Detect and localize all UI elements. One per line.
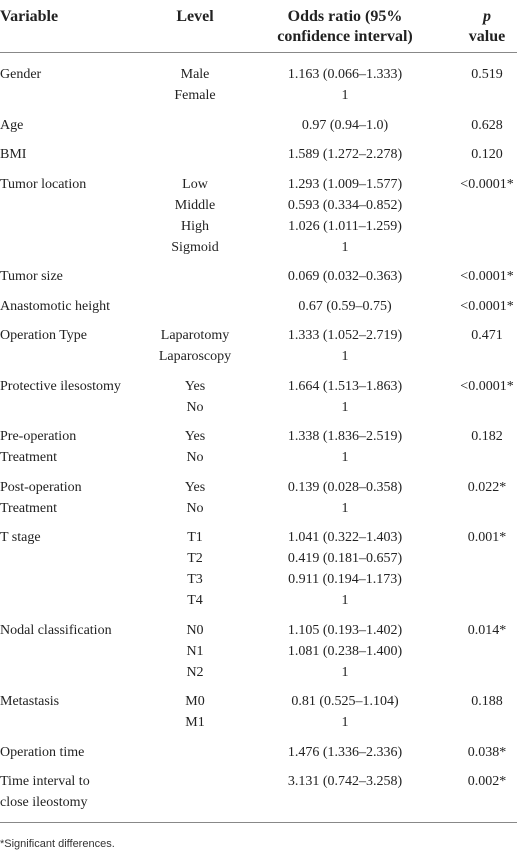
variable: Nodal classification <box>0 622 112 638</box>
p-value: 0.002* <box>467 774 507 789</box>
level: M0 <box>185 694 205 709</box>
p-value: <0.0001* <box>460 378 514 394</box>
variable: Post-operation <box>0 479 82 495</box>
level: High <box>181 218 209 234</box>
variable: Tumor size <box>0 269 63 284</box>
level: Female <box>174 88 216 103</box>
level: N2 <box>186 664 204 680</box>
p-value: 0.022* <box>467 479 507 495</box>
footnote: *Significant differences. <box>0 838 115 850</box>
p-value: 0.038* <box>467 744 507 760</box>
header-cell: value <box>468 28 506 45</box>
header-rule <box>0 52 517 53</box>
variable: Metastasis <box>0 694 60 709</box>
odds-ratio: 1 <box>341 664 349 680</box>
odds-ratio: 0.593 (0.334–0.852) <box>287 197 403 213</box>
variable: Tumor location <box>0 176 87 192</box>
odds-ratio: 1.026 (1.011–1.259) <box>288 218 402 234</box>
p-value: <0.0001* <box>460 269 514 284</box>
level: Middle <box>174 197 216 213</box>
variable: Gender <box>0 67 42 82</box>
odds-ratio: 1.041 (0.322–1.403) <box>287 530 403 545</box>
odds-ratio: 1 <box>341 239 349 255</box>
odds-ratio: 1 <box>341 88 349 103</box>
level: M1 <box>185 715 205 730</box>
level: T2 <box>187 551 203 566</box>
header-cell: Variable <box>0 8 59 25</box>
variable: Pre-operation <box>0 429 77 444</box>
level: Laparoscopy <box>158 349 232 364</box>
odds-ratio: 1.333 (1.052–2.719) <box>287 328 403 343</box>
level: Low <box>182 176 208 192</box>
odds-ratio: 0.139 (0.028–0.358) <box>287 479 403 495</box>
odds-ratio: 0.069 (0.032–0.363) <box>287 269 403 284</box>
odds-ratio: 1.589 (1.272–2.278) <box>287 147 403 162</box>
p-value: 0.628 <box>471 117 503 133</box>
level: T4 <box>187 593 203 608</box>
level: Yes <box>184 479 206 495</box>
level: Sigmoid <box>171 239 219 255</box>
level: N1 <box>186 643 204 659</box>
odds-ratio: 1.664 (1.513–1.863) <box>287 378 403 394</box>
level: No <box>186 450 204 465</box>
variable: Anastomotic height <box>0 298 111 314</box>
level: Yes <box>184 378 206 394</box>
odds-ratio: 1 <box>341 349 349 364</box>
odds-ratio: 1 <box>341 500 349 516</box>
variable: Protective ilesostomy <box>0 378 121 394</box>
odds-ratio: 0.81 (0.525–1.104) <box>291 694 399 709</box>
level: Male <box>180 67 210 82</box>
odds-ratio: 1.105 (0.193–1.402) <box>287 622 403 638</box>
odds-ratio: 1.163 (0.066–1.333) <box>287 67 403 82</box>
variable: Age <box>0 117 24 133</box>
variable: Operation time <box>0 744 85 760</box>
odds-ratio: 1.293 (1.009–1.577) <box>287 176 403 192</box>
variable: close ileostomy <box>0 795 88 810</box>
odds-ratio: 0.911 (0.194–1.173) <box>288 572 402 587</box>
odds-ratio: 1 <box>341 715 349 730</box>
header-cell: p <box>483 8 491 25</box>
p-value: 0.519 <box>471 67 503 82</box>
level: T1 <box>187 530 203 545</box>
odds-ratio: 1 <box>341 593 349 608</box>
variable: Treatment <box>0 500 58 516</box>
header-cell: Odds ratio (95% <box>287 8 403 25</box>
p-value: 0.001* <box>467 530 507 545</box>
odds-ratio: 0.419 (0.181–0.657) <box>287 551 403 566</box>
odds-ratio: 1 <box>341 399 349 415</box>
level: No <box>186 500 204 516</box>
header-cell: confidence interval) <box>277 28 413 45</box>
odds-ratio: 3.131 (0.742–3.258) <box>287 774 403 789</box>
variable: Operation Type <box>0 328 88 343</box>
header-cell: Level <box>176 8 214 25</box>
p-value: <0.0001* <box>460 176 514 192</box>
odds-ratio: 1.081 (0.238–1.400) <box>287 643 403 659</box>
variable: Time interval to <box>0 774 90 789</box>
p-value: 0.471 <box>471 328 503 343</box>
odds-ratio: 0.67 (0.59–0.75) <box>298 298 392 314</box>
odds-ratio: 1.338 (1.836–2.519) <box>287 429 403 444</box>
level: Yes <box>184 429 206 444</box>
p-value: <0.0001* <box>460 298 514 314</box>
p-value: 0.188 <box>471 694 503 709</box>
variable: T stage <box>0 530 41 545</box>
odds-ratio: 1 <box>341 450 349 465</box>
variable: BMI <box>0 147 27 162</box>
p-value: 0.182 <box>471 429 503 444</box>
p-value: 0.014* <box>467 622 507 638</box>
level: T3 <box>187 572 203 587</box>
odds-ratio: 0.97 (0.94–1.0) <box>301 117 389 133</box>
level: No <box>186 399 204 415</box>
variable: Treatment <box>0 450 58 465</box>
p-value: 0.120 <box>471 147 503 162</box>
odds-ratio: 1.476 (1.336–2.336) <box>287 744 403 760</box>
bottom-rule <box>0 822 517 823</box>
level: N0 <box>186 622 204 638</box>
level: Laparotomy <box>160 328 230 343</box>
